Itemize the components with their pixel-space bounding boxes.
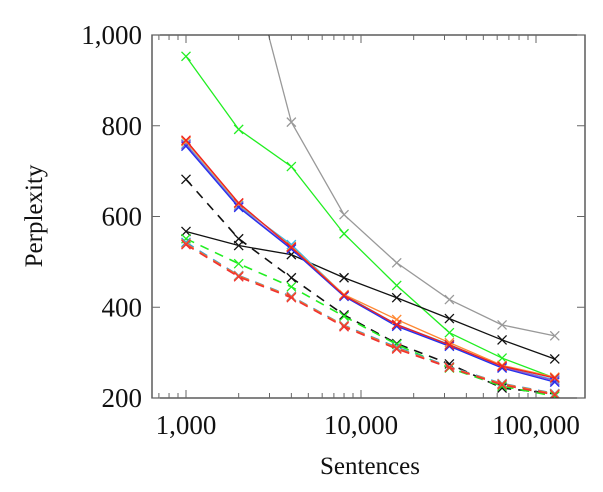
data-point-marker bbox=[444, 294, 455, 305]
y-tick-label: 600 bbox=[102, 202, 143, 232]
x-tick-label: 10,000 bbox=[324, 410, 398, 440]
y-tick-label: 800 bbox=[102, 111, 143, 141]
series-blue bbox=[181, 141, 560, 388]
data-point-marker bbox=[549, 391, 560, 398]
data-point-marker bbox=[497, 353, 508, 364]
data-point-marker bbox=[391, 280, 402, 291]
ticks-layer: 1,000 10,000 100,000 200 400 600 800 1,000 bbox=[81, 20, 585, 440]
series-line bbox=[185, 178, 555, 395]
series-layer bbox=[181, 35, 560, 398]
data-point-marker bbox=[233, 258, 244, 269]
y-tick-label: 200 bbox=[102, 383, 143, 413]
data-point-marker bbox=[233, 124, 244, 135]
y-tick-label: 1,000 bbox=[81, 20, 142, 50]
x-axis-label: Sentences bbox=[320, 453, 420, 480]
data-point-marker bbox=[233, 202, 244, 213]
data-point-marker bbox=[286, 244, 297, 255]
data-point-marker bbox=[497, 319, 508, 330]
data-point-marker bbox=[233, 233, 244, 244]
data-point-marker bbox=[391, 344, 402, 354]
y-axis-label: Perplexity bbox=[21, 164, 48, 267]
series-line bbox=[185, 139, 555, 379]
data-point-marker bbox=[339, 228, 350, 239]
series-gray bbox=[267, 35, 560, 341]
data-point-marker bbox=[549, 377, 560, 388]
series-line bbox=[185, 238, 555, 397]
data-point-marker bbox=[497, 334, 508, 345]
series-red-dashed bbox=[181, 239, 560, 398]
data-point-marker bbox=[549, 330, 560, 341]
data-point-marker bbox=[497, 361, 508, 372]
data-point-marker bbox=[497, 379, 508, 390]
data-point-marker bbox=[391, 257, 402, 268]
data-point-marker bbox=[339, 311, 350, 322]
data-point-marker bbox=[444, 313, 455, 324]
data-point-marker bbox=[497, 383, 508, 393]
data-point-marker bbox=[181, 51, 191, 62]
data-point-marker bbox=[181, 174, 191, 185]
data-point-marker bbox=[181, 239, 191, 250]
data-point-marker bbox=[549, 373, 560, 383]
series-line bbox=[185, 230, 555, 360]
data-point-marker bbox=[181, 226, 191, 237]
series-cyan bbox=[181, 138, 560, 385]
series-line bbox=[185, 55, 555, 379]
data-point-marker bbox=[339, 290, 350, 301]
data-point-marker bbox=[444, 327, 455, 338]
series-line bbox=[185, 145, 555, 383]
series-red bbox=[181, 135, 560, 383]
data-point-marker bbox=[286, 239, 297, 250]
series-green bbox=[181, 51, 560, 383]
data-point-marker bbox=[233, 197, 244, 208]
data-point-marker bbox=[286, 292, 297, 303]
data-point-marker bbox=[444, 339, 455, 350]
series-black bbox=[181, 226, 560, 364]
data-point-marker bbox=[233, 271, 244, 282]
data-point-marker bbox=[549, 354, 560, 364]
data-point-marker bbox=[181, 135, 191, 146]
plot-frame bbox=[151, 34, 586, 399]
series-line bbox=[267, 35, 555, 337]
x-tick-label: 100,000 bbox=[492, 410, 580, 440]
x-tick-label: 1,000 bbox=[156, 410, 217, 440]
series-blue-dashed bbox=[181, 237, 560, 398]
data-point-marker bbox=[286, 242, 297, 253]
series-line bbox=[185, 144, 555, 382]
data-point-marker bbox=[339, 209, 350, 220]
data-point-marker bbox=[181, 139, 191, 150]
series-line bbox=[185, 243, 555, 396]
data-point-marker bbox=[286, 117, 297, 128]
data-point-marker bbox=[339, 321, 350, 332]
data-point-marker bbox=[286, 281, 297, 292]
data-point-marker bbox=[286, 272, 297, 283]
data-point-marker bbox=[286, 161, 297, 172]
data-point-marker bbox=[339, 272, 350, 283]
data-point-marker bbox=[391, 319, 402, 330]
y-tick-label: 400 bbox=[102, 292, 143, 322]
data-point-marker bbox=[444, 362, 455, 373]
data-point-marker bbox=[391, 292, 402, 303]
